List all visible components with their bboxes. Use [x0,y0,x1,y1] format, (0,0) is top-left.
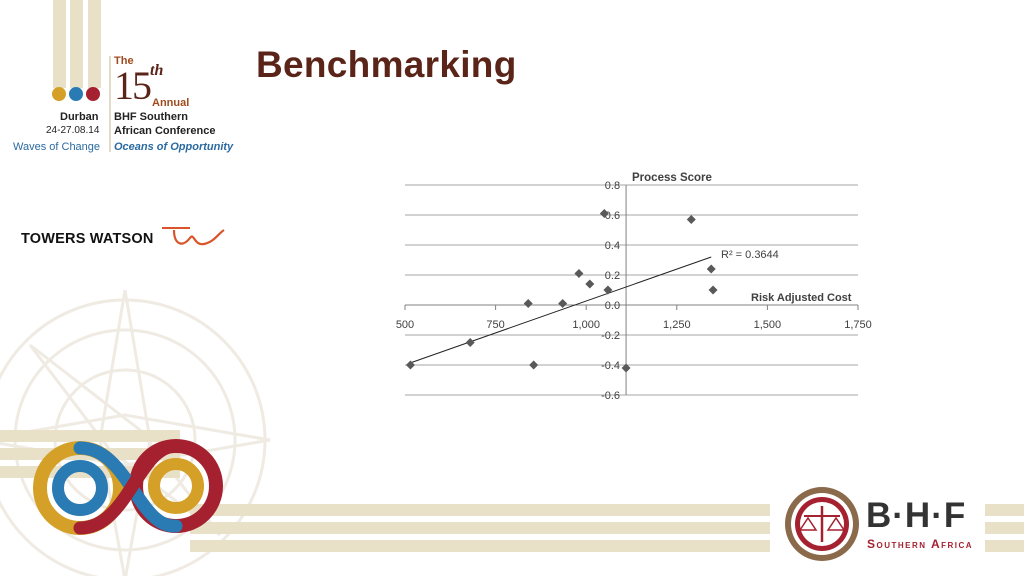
y-tick-label: -0.2 [601,330,620,342]
conf-dates: 24-27.08.14 [46,125,100,136]
trendline-label: R² = 0.3644 [721,249,779,261]
data-point [706,264,716,274]
scatter-chart: 0.8 0.6 0.4 0.2 0.0 -0.2 -0.4 -0.6 500 750 1,000 1… [396,172,872,402]
chart-title: Process Score [632,172,712,184]
data-point [599,209,609,218]
conf-city: Durban [60,111,99,123]
x-tick-label: 1,000 [572,319,600,331]
y-tick-label: 0.0 [605,300,620,312]
conf-ordinal: th [150,62,164,79]
data-point [585,279,595,289]
conf-tagline-right: Oceans of Opportunity [114,141,234,153]
bhf-logo-letters: B·H·F [866,496,967,535]
data-point [686,215,696,224]
data-point [405,360,415,370]
towers-watson-logo-text: TOWERS WATSON [21,231,154,247]
conf-edition: 15th [114,62,163,109]
conf-number: 15 [114,63,152,108]
bhf-emblem-icon [785,487,859,561]
data-point [529,360,539,370]
data-point [523,299,533,308]
data-point [708,285,718,295]
slide-title: Benchmarking [256,44,517,85]
conf-tagline-left: Waves of Change [13,141,101,153]
y-tick-label: 0.8 [605,180,620,192]
towers-watson-swoosh-icon [162,227,225,246]
x-tick-label: 1,750 [844,319,872,331]
conference-logo: The 15th Annual Durban 24-27.08.14 BHF S… [0,0,240,160]
conf-name-line2: African Conference [114,125,216,137]
data-point [603,285,613,295]
data-point [558,299,568,308]
bhf-logo-subtitle: Southern Africa [867,537,974,551]
data-point [621,363,631,373]
waves-infinity-logo [33,439,223,535]
data-point [465,338,475,347]
y-tick-label: -0.6 [601,390,620,402]
data-point [574,269,584,278]
trendline [408,256,712,364]
x-tick-label: 1,250 [663,319,691,331]
conf-annual: Annual [152,97,190,109]
y-tick-label: 0.2 [605,270,620,282]
y-tick-label: 0.6 [605,210,620,222]
y-tick-label: 0.4 [605,240,620,252]
x-axis-label: Risk Adjusted Cost [751,292,852,304]
y-tick-label: -0.4 [601,360,620,372]
conf-name-line1: BHF Southern [114,111,188,123]
conf-the: The [114,55,134,67]
x-tick-label: 500 [396,319,414,331]
x-tick-label: 750 [486,319,504,331]
conference-logo-graphic [52,0,111,152]
x-tick-label: 1,500 [754,319,782,331]
